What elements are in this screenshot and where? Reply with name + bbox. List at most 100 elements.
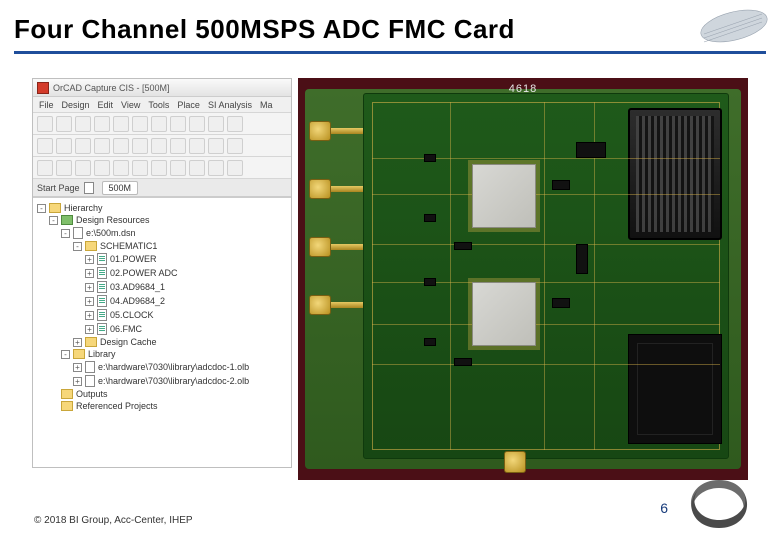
folder-icon — [49, 203, 61, 213]
smd-component — [576, 142, 606, 158]
tree-node[interactable]: +05.CLOCK — [35, 308, 289, 322]
toolbar-button[interactable] — [132, 138, 148, 154]
cad-window-title: OrCAD Capture CIS - [500M] — [53, 83, 170, 93]
tree-node[interactable]: +03.AD9684_1 — [35, 280, 289, 294]
toolbar-button[interactable] — [227, 160, 243, 176]
tree-node[interactable]: +01.POWER — [35, 252, 289, 266]
tree-node[interactable]: +02.POWER ADC — [35, 266, 289, 280]
doc-s-icon — [97, 323, 107, 335]
doc-s-icon — [97, 267, 107, 279]
smd-component — [424, 154, 436, 162]
menu-tools[interactable]: Tools — [148, 100, 169, 110]
menu-place[interactable]: Place — [177, 100, 200, 110]
toolbar-button[interactable] — [151, 160, 167, 176]
toolbar-button[interactable] — [37, 160, 53, 176]
tree-expander-icon[interactable]: - — [61, 229, 70, 238]
folder-icon — [61, 389, 73, 399]
doc-icon — [73, 227, 83, 239]
toolbar-button[interactable] — [132, 116, 148, 132]
tree-node-label: e:\hardware\7030\library\adcdoc-2.olb — [98, 376, 249, 386]
tree-expander-icon[interactable]: + — [85, 311, 94, 320]
menu-file[interactable]: File — [39, 100, 54, 110]
toolbar-button[interactable] — [94, 138, 110, 154]
toolbar-button[interactable] — [94, 160, 110, 176]
smd-component — [552, 180, 570, 190]
tree-expander-icon[interactable]: + — [73, 363, 82, 372]
pcb-trace — [372, 364, 720, 365]
tree-node[interactable]: Outputs — [35, 388, 289, 400]
toolbar-button[interactable] — [189, 138, 205, 154]
toolbar-button[interactable] — [113, 160, 129, 176]
tree-expander-icon[interactable]: + — [73, 377, 82, 386]
tree-node[interactable]: +06.FMC — [35, 322, 289, 336]
tree-node[interactable]: +04.AD9684_2 — [35, 294, 289, 308]
folder-icon — [73, 349, 85, 359]
project-tree: -Hierarchy-Design Resources-e:\500m.dsn-… — [33, 197, 291, 467]
folder-icon — [85, 241, 97, 251]
tree-expander-icon[interactable]: - — [37, 204, 46, 213]
toolbar-button[interactable] — [37, 138, 53, 154]
tree-expander-icon[interactable]: - — [49, 216, 58, 225]
folder-green-icon — [61, 215, 73, 225]
toolbar-button[interactable] — [227, 116, 243, 132]
tree-expander-icon[interactable]: + — [85, 255, 94, 264]
tree-expander-icon[interactable]: - — [61, 350, 70, 359]
tree-node[interactable]: +Design Cache — [35, 336, 289, 348]
sma-connector-bottom — [504, 451, 526, 473]
tree-expander-icon[interactable]: + — [85, 297, 94, 306]
menu-design[interactable]: Design — [62, 100, 90, 110]
toolbar-button[interactable] — [208, 116, 224, 132]
start-page-tab[interactable]: Start Page — [37, 183, 80, 193]
toolbar-button[interactable] — [56, 138, 72, 154]
tree-expander-icon[interactable]: - — [73, 242, 82, 251]
toolbar-button[interactable] — [37, 116, 53, 132]
tree-expander-icon[interactable]: + — [73, 338, 82, 347]
tree-node[interactable]: -Hierarchy — [35, 202, 289, 214]
pcb-photo: 4618 — [298, 78, 748, 480]
toolbar-button[interactable] — [75, 160, 91, 176]
tree-node[interactable]: -Design Resources — [35, 214, 289, 226]
toolbar-button[interactable] — [75, 116, 91, 132]
sma-connector — [309, 179, 365, 199]
toolbar-button[interactable] — [170, 116, 186, 132]
cad-toolbar-3 — [33, 157, 291, 179]
toolbar-button[interactable] — [208, 138, 224, 154]
toolbar-button[interactable] — [113, 138, 129, 154]
logo-swirl — [680, 474, 758, 534]
toolbar-button[interactable] — [151, 116, 167, 132]
tree-expander-icon[interactable]: + — [85, 269, 94, 278]
cad-toolbar-2 — [33, 135, 291, 157]
folder-icon — [61, 401, 73, 411]
toolbar-button[interactable] — [151, 138, 167, 154]
page-number: 6 — [660, 500, 668, 516]
tree-node[interactable]: -SCHEMATIC1 — [35, 240, 289, 252]
menu-si-analysis[interactable]: SI Analysis — [208, 100, 252, 110]
toolbar-button[interactable] — [56, 160, 72, 176]
title-bar: Four Channel 500MSPS ADC FMC Card — [14, 14, 766, 54]
toolbar-button[interactable] — [227, 138, 243, 154]
menu-edit[interactable]: Edit — [98, 100, 114, 110]
toolbar-button[interactable] — [113, 116, 129, 132]
tree-node[interactable]: + e:\hardware\7030\library\adcdoc-2.olb — [35, 374, 289, 388]
tree-node[interactable]: -Library — [35, 348, 289, 360]
toolbar-button[interactable] — [170, 160, 186, 176]
pcb-trace — [372, 324, 720, 325]
tree-expander-icon[interactable]: + — [85, 283, 94, 292]
toolbar-button[interactable] — [75, 138, 91, 154]
active-doc-tab[interactable]: 500M — [102, 181, 139, 195]
tree-node[interactable]: -e:\500m.dsn — [35, 226, 289, 240]
toolbar-button[interactable] — [208, 160, 224, 176]
toolbar-button[interactable] — [56, 116, 72, 132]
menu-view[interactable]: View — [121, 100, 140, 110]
menu-ma[interactable]: Ma — [260, 100, 273, 110]
smd-component — [576, 244, 588, 274]
tree-expander-icon[interactable]: + — [85, 325, 94, 334]
toolbar-button[interactable] — [189, 116, 205, 132]
toolbar-button[interactable] — [94, 116, 110, 132]
tree-node[interactable]: +e:\hardware\7030\library\adcdoc-1.olb — [35, 360, 289, 374]
cad-toolbar-1 — [33, 113, 291, 135]
toolbar-button[interactable] — [189, 160, 205, 176]
toolbar-button[interactable] — [170, 138, 186, 154]
tree-node[interactable]: Referenced Projects — [35, 400, 289, 412]
toolbar-button[interactable] — [132, 160, 148, 176]
